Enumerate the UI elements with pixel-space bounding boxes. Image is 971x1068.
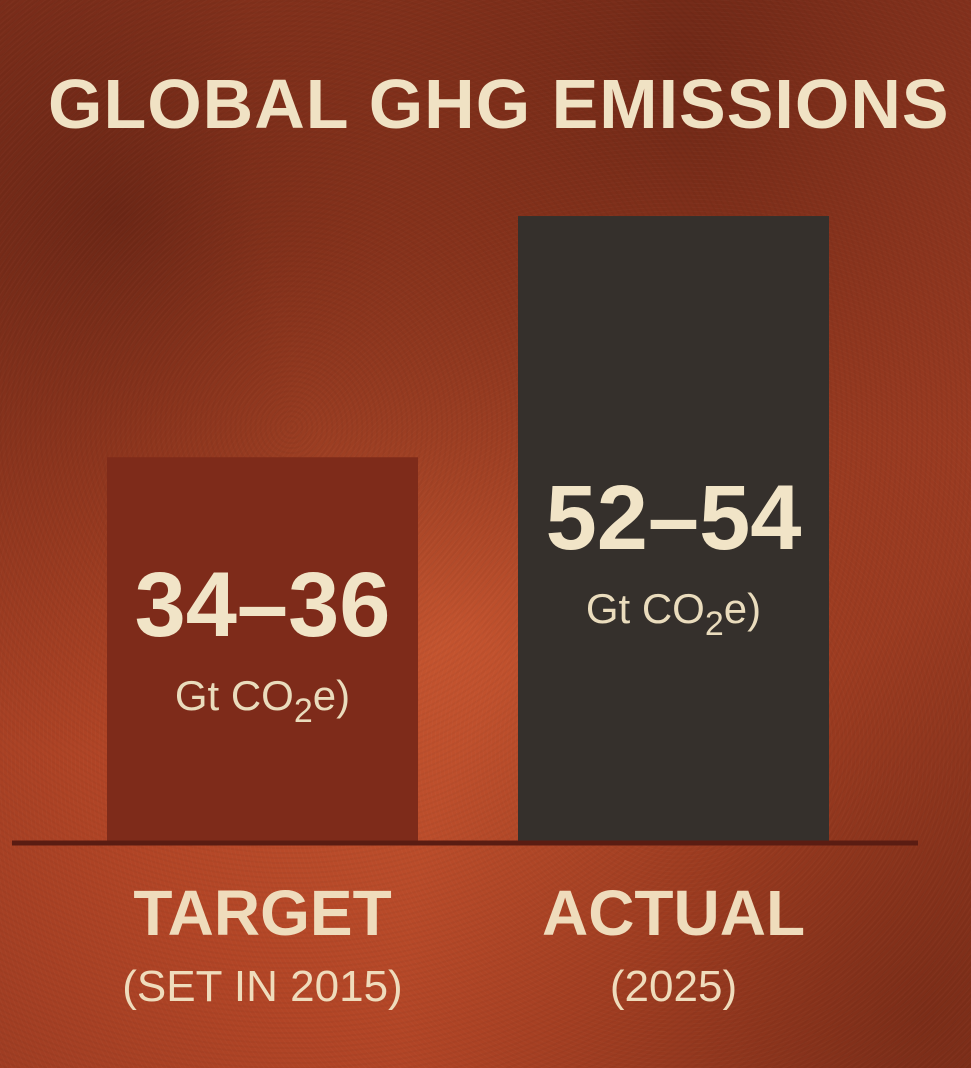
chart-title: GLOBAL GHG EMISSIONS — [48, 65, 950, 143]
category-sublabel-actual: (2025) — [610, 962, 737, 1011]
category-sublabel-target: (SET IN 2015) — [122, 962, 402, 1011]
bar-target — [107, 457, 418, 843]
bar-actual — [518, 216, 829, 843]
category-label-target: TARGET — [133, 877, 391, 949]
value-label-target: 34–36 — [135, 554, 391, 656]
value-label-actual: 52–54 — [546, 467, 802, 569]
unit-label-target: Gt CO2e) — [175, 672, 350, 730]
category-label-actual: ACTUAL — [542, 877, 805, 949]
unit-label-actual: Gt CO2e) — [586, 585, 761, 643]
